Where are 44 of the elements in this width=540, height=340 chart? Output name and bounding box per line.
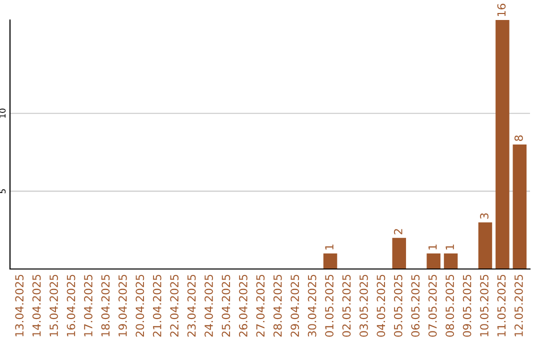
x-tick-label: 09.05.2025	[462, 274, 472, 337]
x-tick-label: 14.04.2025	[32, 274, 41, 336]
x-tick-label: 10.05.2025	[480, 274, 488, 336]
data-label: 1	[428, 244, 437, 250]
x-tick-label: 26.04.2025	[238, 274, 248, 337]
x-tick-label: 16.04.2025	[66, 274, 76, 336]
bar	[392, 238, 406, 269]
x-tick-label: 29.04.2025	[290, 274, 300, 337]
x-tick-label: 24.04.2025	[204, 274, 213, 337]
bar	[496, 20, 510, 269]
bar	[512, 144, 527, 269]
x-tick-label: 21.04.2025	[152, 274, 162, 337]
x-tick-label: 27.04.2025	[256, 274, 265, 337]
data-label: 1	[325, 244, 334, 250]
x-tick-label: 01.05.2025	[325, 274, 334, 337]
data-label: 16	[497, 4, 506, 16]
bar	[426, 253, 440, 269]
x-tick-label: 22.04.2025	[170, 274, 179, 337]
x-tick-label: 15.04.2025	[50, 274, 58, 336]
x-tick-label: 02.05.2025	[342, 274, 351, 337]
x-tick-label: 11.05.2025	[497, 274, 506, 336]
bar	[478, 222, 492, 269]
x-tick-label: 18.04.2025	[101, 274, 110, 336]
x-tick-label: 17.04.2025	[84, 274, 92, 336]
x-tick-label: 12.05.2025	[514, 274, 523, 336]
x-tick-label: 05.05.2025	[394, 274, 402, 337]
x-tick-label: 20.04.2025	[136, 274, 144, 337]
x-tick-label: 19.04.2025	[118, 274, 127, 336]
data-label: 3	[480, 213, 488, 219]
x-tick-label: 08.05.2025	[446, 274, 454, 337]
data-label: 2	[394, 229, 402, 234]
x-tick-label: 07.05.2025	[428, 274, 437, 337]
data-label: 1	[446, 244, 454, 250]
bar	[323, 253, 338, 269]
data-label: 8	[514, 135, 523, 141]
x-tick-label: 28.04.2025	[273, 274, 282, 337]
x-tick-label: 25.04.2025	[222, 274, 230, 337]
bar	[444, 253, 458, 269]
x-tick-label: 30.04.2025	[308, 274, 316, 337]
x-tick-label: 13.04.2025	[15, 274, 24, 336]
x-tick-label: 04.05.2025	[376, 274, 386, 337]
x-tick-label: 03.05.2025	[360, 274, 368, 337]
x-tick-label: 23.04.2025	[187, 274, 196, 337]
x-tick-label: 06.05.2025	[411, 274, 420, 337]
